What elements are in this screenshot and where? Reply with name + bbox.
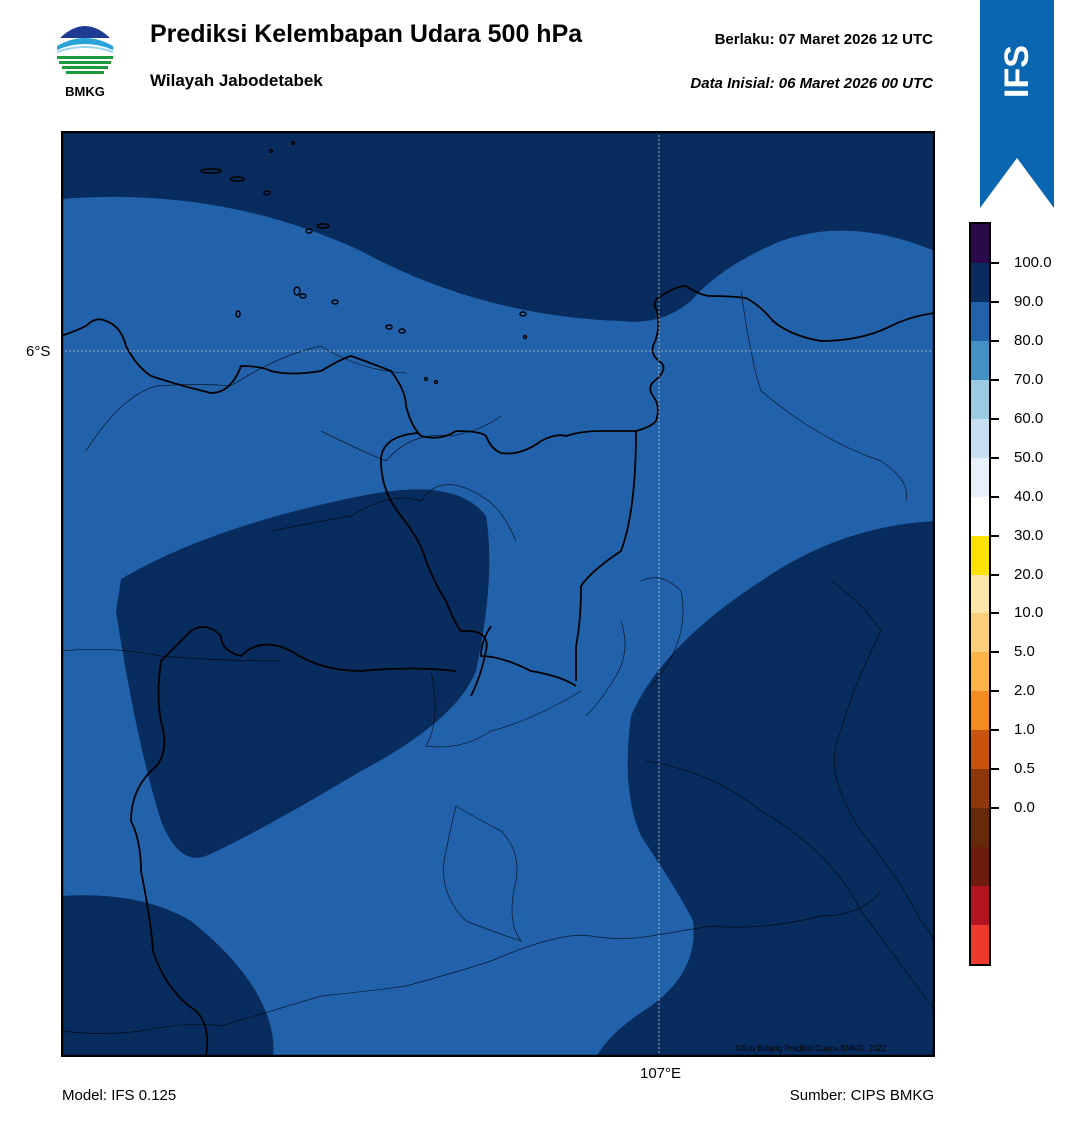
colorbar-segment bbox=[971, 340, 989, 381]
colorbar-tick bbox=[991, 768, 999, 771]
province-boundaries bbox=[130, 430, 637, 1058]
bmkg-logo bbox=[52, 20, 118, 102]
colorbar-segment bbox=[971, 652, 989, 692]
colorbar-segment bbox=[971, 691, 989, 731]
map-credit: ©Sub Bidang Prediksi Cuaca BMKG, 2022 bbox=[735, 1044, 887, 1053]
colorbar-segment bbox=[971, 301, 989, 342]
colorbar-segment bbox=[971, 769, 989, 809]
colorbar-tick bbox=[991, 573, 999, 576]
initial-time: Data Inisial: 06 Maret 2026 00 UTC bbox=[690, 75, 933, 92]
colorbar-segment bbox=[971, 224, 989, 264]
colorbar-tick-label: 60.0 bbox=[1014, 409, 1044, 427]
humidity-map bbox=[60, 130, 936, 1058]
humidity-90-100-west bbox=[116, 489, 490, 858]
colorbar-tick-label: 50.0 bbox=[1014, 448, 1044, 466]
colorbar-tick-label: 20.0 bbox=[1014, 565, 1044, 583]
lat-label: 6°S bbox=[26, 343, 51, 360]
colorbar-tick-label: 0.5 bbox=[1014, 760, 1035, 778]
colorbar-tick bbox=[991, 534, 999, 537]
colorbar-tick-label: 70.0 bbox=[1014, 370, 1044, 388]
colorbar-tick-label: 40.0 bbox=[1014, 487, 1044, 505]
colorbar-tick bbox=[991, 690, 999, 693]
ifs-ribbon-label: IFS bbox=[980, 40, 1054, 100]
colorbar-segment bbox=[971, 574, 989, 614]
map-frame bbox=[60, 130, 936, 1058]
colorbar-tick bbox=[991, 495, 999, 498]
colorbar-tick-label: 100.0 bbox=[1014, 253, 1052, 271]
source-label: Sumber: CIPS BMKG bbox=[789, 1087, 934, 1104]
colorbar-tick-label: 1.0 bbox=[1014, 721, 1035, 739]
colorbar-segment bbox=[971, 730, 989, 770]
colorbar-tick bbox=[991, 339, 999, 342]
colorbar-tick bbox=[991, 417, 999, 420]
admin-boundaries bbox=[60, 290, 936, 1034]
coastline bbox=[60, 285, 936, 455]
colorbar-segment bbox=[971, 457, 989, 498]
colorbar-segment bbox=[971, 379, 989, 420]
model-label: Model: IFS 0.125 bbox=[62, 1087, 177, 1104]
colorbar-tick-label: 0.0 bbox=[1014, 799, 1035, 817]
colorbar-segment bbox=[971, 418, 989, 459]
colorbar-segment bbox=[971, 808, 989, 848]
ifs-ribbon bbox=[980, 0, 1054, 208]
colorbar-tick bbox=[991, 651, 999, 654]
colorbar-tick bbox=[991, 378, 999, 381]
colorbar-tick bbox=[991, 456, 999, 459]
colorbar-tick-label: 2.0 bbox=[1014, 682, 1035, 700]
colorbar-segment bbox=[971, 262, 989, 303]
colorbar-segment bbox=[971, 535, 989, 576]
colorbar-tick bbox=[991, 261, 999, 264]
humidity-90-100-east bbox=[596, 521, 935, 1057]
colorbar-tick bbox=[991, 300, 999, 303]
region-subtitle: Wilayah Jabodetabek bbox=[150, 71, 323, 90]
colorbar-tick-label: 80.0 bbox=[1014, 331, 1044, 349]
humidity-90-100-southwest bbox=[61, 895, 274, 1057]
colorbar-segment bbox=[971, 925, 989, 965]
thousand-islands bbox=[200, 140, 528, 385]
colorbar-segment bbox=[971, 613, 989, 653]
logo-text: BMKG bbox=[65, 84, 105, 99]
colorbar-segment bbox=[971, 496, 989, 537]
svg-text:IFS: IFS bbox=[998, 45, 1036, 98]
humidity-90-100-north bbox=[61, 131, 935, 322]
colorbar bbox=[969, 222, 991, 966]
colorbar-tick-label: 90.0 bbox=[1014, 292, 1044, 310]
colorbar-tick bbox=[991, 807, 999, 810]
lon-label: 107°E bbox=[640, 1065, 682, 1082]
chart-title: Prediksi Kelembapan Udara 500 hPa bbox=[150, 20, 583, 48]
colorbar-segment bbox=[971, 886, 989, 926]
colorbar-tick bbox=[991, 612, 999, 615]
colorbar-tick-label: 30.0 bbox=[1014, 526, 1044, 544]
colorbar-tick bbox=[991, 729, 999, 732]
colorbar-segment bbox=[971, 847, 989, 887]
valid-time: Berlaku: 07 Maret 2026 12 UTC bbox=[714, 31, 933, 48]
colorbar-tick-label: 10.0 bbox=[1014, 604, 1044, 622]
colorbar-tick-label: 5.0 bbox=[1014, 643, 1035, 661]
